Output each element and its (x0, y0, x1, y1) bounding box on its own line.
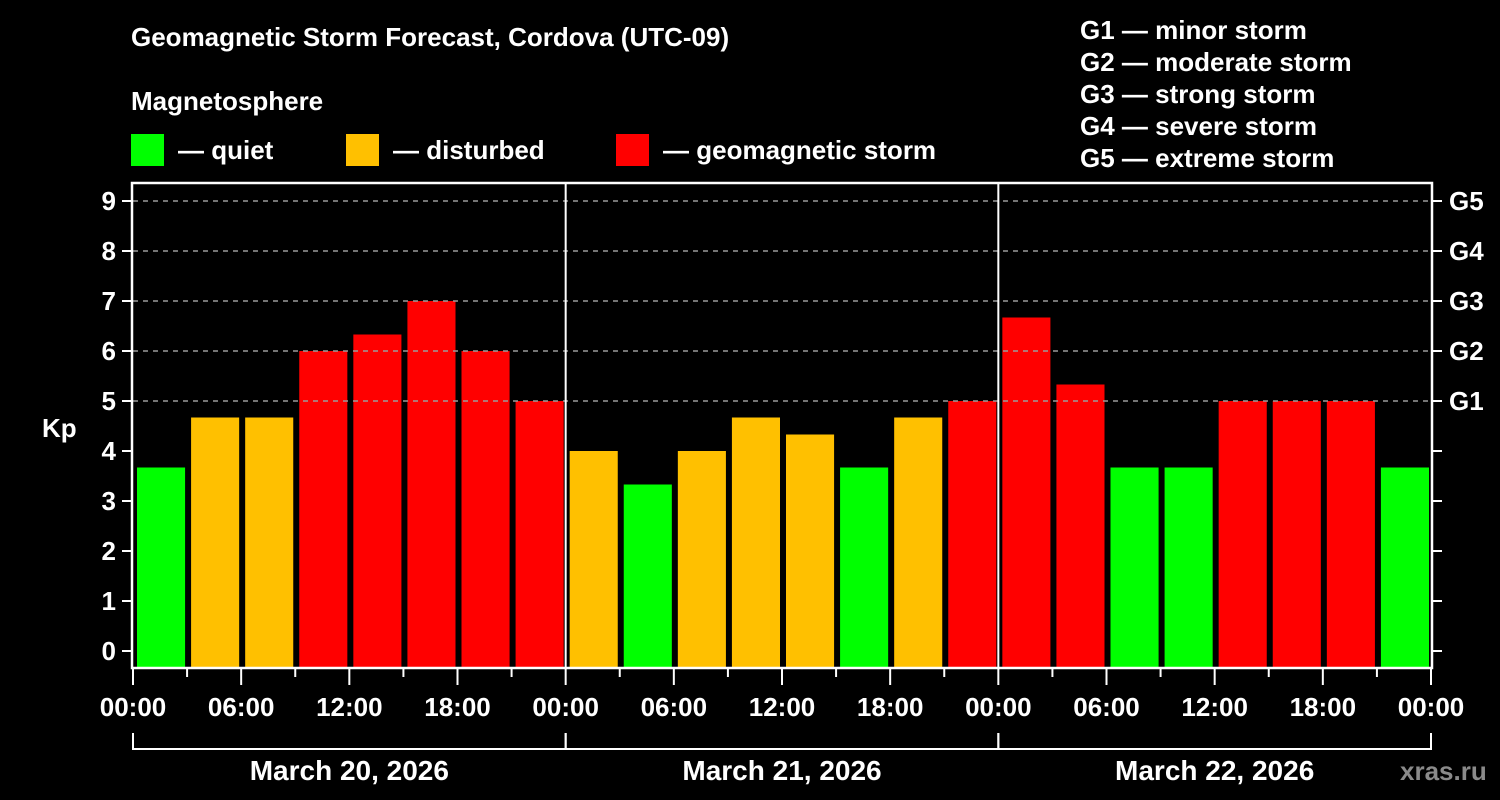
x-tick-label: 00:00 (532, 692, 599, 722)
g-scale-label: G4 (1449, 236, 1484, 266)
plot-frame (130, 181, 1434, 670)
kp-bar (299, 351, 348, 668)
x-tick-label: 12:00 (316, 692, 383, 722)
g5-legend: G5 — extreme storm (1080, 143, 1335, 173)
kp-bar (1056, 384, 1105, 668)
legend-disturbed-label: — disturbed (393, 134, 545, 165)
y-tick-label: 5 (102, 386, 116, 416)
kp-bar (137, 467, 186, 668)
watermark: xras.ru (1400, 756, 1487, 786)
g-scale-label: G2 (1449, 336, 1484, 366)
legend-storm: — geomagnetic storm (616, 133, 936, 167)
x-tick-label: 18:00 (424, 692, 491, 722)
legend-quiet-label: — quiet (178, 134, 274, 165)
g-scale-legend: G1 — minor storm G2 — moderate storm G3 … (1080, 14, 1352, 174)
quiet-swatch-icon (131, 134, 164, 166)
chart-title: Geomagnetic Storm Forecast, Cordova (UTC… (131, 22, 730, 52)
legend-subtitle: Magnetosphere (131, 86, 324, 116)
g-scale-label: G3 (1449, 286, 1484, 316)
g-scale-label: G1 (1449, 386, 1484, 416)
kp-bar (353, 334, 402, 668)
x-tick-label: 18:00 (857, 692, 924, 722)
day-label: March 20, 2026 (250, 755, 449, 786)
g-scale-label: G5 (1449, 186, 1484, 216)
kp-bar (731, 417, 780, 668)
kp-bar (1326, 401, 1375, 668)
g4-legend: G4 — severe storm (1080, 111, 1318, 141)
kp-bar (677, 451, 726, 668)
kp-bar (1218, 401, 1267, 668)
kp-bar (948, 401, 997, 668)
disturbed-swatch-icon (346, 134, 379, 166)
x-tick-label: 00:00 (1398, 692, 1465, 722)
x-tick-label: 00:00 (965, 692, 1032, 722)
kp-bar (461, 351, 510, 668)
kp-bar (1164, 467, 1213, 668)
x-tick-label: 06:00 (208, 692, 275, 722)
y-axis-label: Kp (42, 413, 77, 443)
kp-bar (786, 434, 835, 668)
g3-legend: G3 — strong storm (1080, 79, 1316, 109)
x-tick-label: 18:00 (1290, 692, 1357, 722)
y-tick-label: 4 (102, 436, 117, 466)
day-label: March 22, 2026 (1115, 755, 1314, 786)
kp-bar (515, 401, 564, 668)
kp-bar (1272, 401, 1321, 668)
kp-bar (569, 451, 618, 668)
y-tick-label: 0 (102, 636, 116, 666)
kp-bar (191, 417, 240, 668)
y-tick-label: 1 (102, 586, 116, 616)
legend-quiet: — quiet (131, 133, 273, 167)
kp-bar (894, 417, 943, 668)
storm-swatch-icon (616, 134, 649, 166)
x-tick-label: 06:00 (641, 692, 708, 722)
x-tick-label: 12:00 (1181, 692, 1248, 722)
kp-bar (407, 301, 456, 668)
kp-bar (1002, 317, 1051, 668)
y-tick-label: 7 (102, 286, 116, 316)
g2-legend: G2 — moderate storm (1080, 47, 1352, 77)
y-tick-label: 2 (102, 536, 116, 566)
x-tick-label: 00:00 (100, 692, 167, 722)
legend-disturbed: — disturbed (346, 133, 545, 167)
kp-bar (1380, 467, 1429, 668)
day-label: March 21, 2026 (682, 755, 881, 786)
kp-bar (623, 484, 672, 668)
g1-legend: G1 — minor storm (1080, 15, 1307, 45)
y-tick-label: 8 (102, 236, 116, 266)
kp-bar (1110, 467, 1159, 668)
legend-storm-label: — geomagnetic storm (663, 134, 937, 165)
x-tick-label: 12:00 (749, 692, 816, 722)
y-tick-label: 6 (102, 336, 116, 366)
y-tick-label: 9 (102, 186, 116, 216)
kp-bar (840, 467, 889, 668)
x-tick-label: 06:00 (1073, 692, 1140, 722)
y-tick-label: 3 (102, 486, 116, 516)
kp-bar (245, 417, 294, 668)
